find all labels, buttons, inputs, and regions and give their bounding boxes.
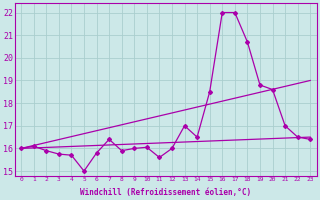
X-axis label: Windchill (Refroidissement éolien,°C): Windchill (Refroidissement éolien,°C) [80,188,251,197]
